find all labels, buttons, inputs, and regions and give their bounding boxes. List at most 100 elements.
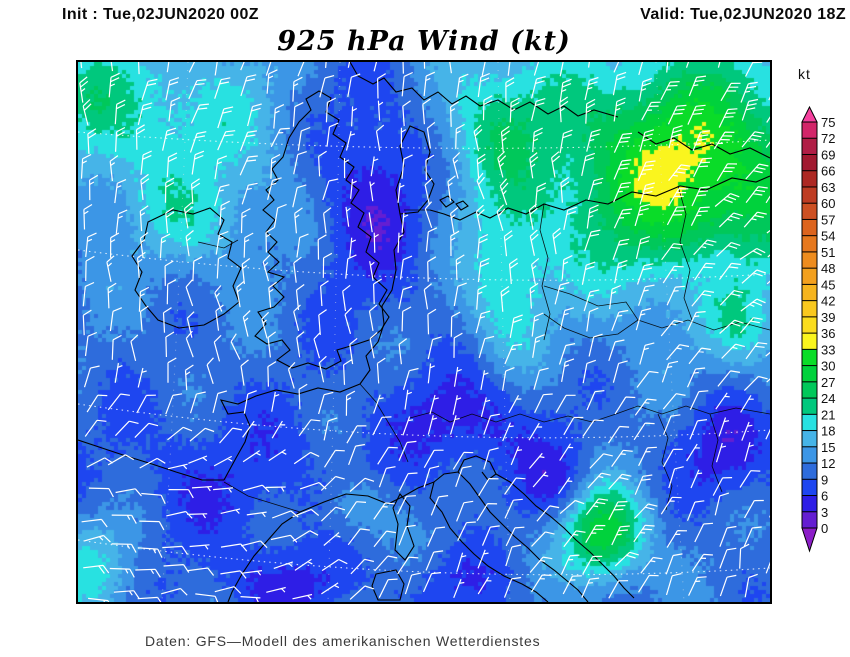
country-border	[615, 405, 770, 415]
country-border	[539, 203, 551, 341]
coastline	[227, 511, 301, 602]
coastline	[455, 200, 469, 211]
legend-color-segment	[802, 349, 817, 366]
coastline	[429, 175, 770, 221]
legend-color-segment	[802, 219, 817, 236]
coastline	[495, 473, 635, 599]
latitude-gridline	[78, 539, 770, 576]
country-border	[709, 413, 723, 493]
legend-tick-label: 6	[821, 489, 828, 504]
legend-tick-label: 51	[821, 245, 835, 260]
legend-tick-label: 21	[821, 407, 835, 422]
coastline	[457, 471, 589, 602]
latitude-gridline	[78, 249, 770, 281]
country-border	[657, 413, 673, 511]
legend-tick-label: 27	[821, 375, 835, 390]
legend-unit-label: kt	[798, 66, 811, 82]
credits: Daten: GFS—Modell des amerikanischen Wet…	[145, 603, 540, 657]
legend-color-segment	[802, 430, 817, 447]
legend-tick-label: 9	[821, 472, 828, 487]
country-border	[409, 411, 617, 423]
legend-color-segment	[802, 414, 817, 431]
legend-tick-label: 15	[821, 440, 835, 455]
legend-tick-label: 18	[821, 424, 835, 439]
legend-color-segment	[802, 170, 817, 187]
coastline	[78, 439, 224, 481]
meridian-gridline	[497, 62, 511, 602]
wind-speed-field-canvas	[78, 62, 770, 602]
legend-arrow-bottom	[801, 527, 818, 553]
country-border	[197, 239, 239, 249]
legend-tick-label: 66	[821, 164, 835, 179]
legend-tick-label: 45	[821, 277, 835, 292]
coastline	[219, 383, 361, 481]
init-time-label: Init : Tue,02JUN2020 00Z	[62, 6, 259, 23]
legend-tick-label: 24	[821, 391, 835, 406]
legend-tick-label: 0	[821, 521, 828, 536]
legend-arrow-top	[801, 105, 818, 123]
legend-color-segment	[802, 251, 817, 269]
credit-line-1: Daten: GFS—Modell des amerikanischen Wet…	[145, 633, 541, 649]
legend-tick-label: 57	[821, 212, 835, 227]
legend-color-segment	[802, 511, 817, 528]
legend-tick-label: 54	[821, 229, 835, 244]
legend-color-segment	[802, 122, 817, 139]
meridian-gridline	[327, 62, 341, 602]
country-border	[359, 383, 409, 463]
latitude-gridline	[78, 131, 770, 149]
legend-color-segment	[802, 300, 817, 317]
legend-color-segment	[802, 186, 817, 204]
wind-speed-color-scale: 7572696663605754514845423936333027242118…	[801, 105, 835, 553]
legend-tick-label: 60	[821, 196, 835, 211]
coastline	[637, 131, 770, 159]
legend-tick-label: 72	[821, 131, 835, 146]
legend-tick-label: 69	[821, 147, 835, 162]
page-title: 925 hPa Wind (kt)	[277, 26, 571, 57]
legend-color-segment	[802, 268, 817, 285]
country-border	[637, 319, 770, 331]
coastline	[299, 481, 435, 513]
legend-color-segment	[802, 138, 817, 155]
legend-color-segment	[802, 316, 817, 334]
latitude-gridline	[78, 403, 770, 439]
legend-color-segment	[802, 381, 817, 399]
legend-color-segment	[802, 495, 817, 512]
legend-color-segment	[802, 463, 817, 480]
legend-color-segment	[802, 446, 817, 464]
map-overlay-coastlines-and-barbs	[78, 62, 770, 602]
coastline	[371, 569, 405, 601]
coastline	[433, 455, 497, 483]
coastline	[131, 207, 242, 329]
legend-tick-label: 33	[821, 342, 835, 357]
coastline	[429, 481, 549, 602]
legend-color-segment	[802, 154, 817, 171]
coastline	[439, 195, 455, 208]
legend-color-segment	[802, 203, 817, 220]
valid-time-label: Valid: Tue,02JUN2020 18Z	[640, 6, 846, 23]
legend-color-segment	[802, 235, 817, 252]
wind-barbs	[79, 62, 770, 602]
legend-color-segment	[802, 333, 817, 350]
legend-color-segment	[802, 398, 817, 415]
legend-color-segment	[802, 365, 817, 382]
coastline	[254, 90, 390, 370]
legend-tick-label: 63	[821, 180, 835, 195]
legend-tick-label: 75	[821, 115, 835, 130]
coastline	[349, 62, 619, 118]
legend-color-segment	[802, 479, 817, 496]
country-border	[677, 185, 693, 321]
legend-tick-label: 3	[821, 505, 828, 520]
legend-tick-label: 12	[821, 456, 835, 471]
legend-tick-label: 42	[821, 294, 835, 309]
legend-tick-label: 39	[821, 310, 835, 325]
legend-color-segment	[802, 284, 817, 301]
legend-tick-label: 30	[821, 359, 835, 374]
coastline	[392, 493, 415, 561]
coastline	[359, 213, 405, 385]
legend-tick-label: 36	[821, 326, 835, 341]
meridian-gridline	[161, 62, 189, 602]
legend-tick-label: 48	[821, 261, 835, 276]
country-border	[223, 481, 301, 513]
wind-map	[76, 60, 772, 604]
